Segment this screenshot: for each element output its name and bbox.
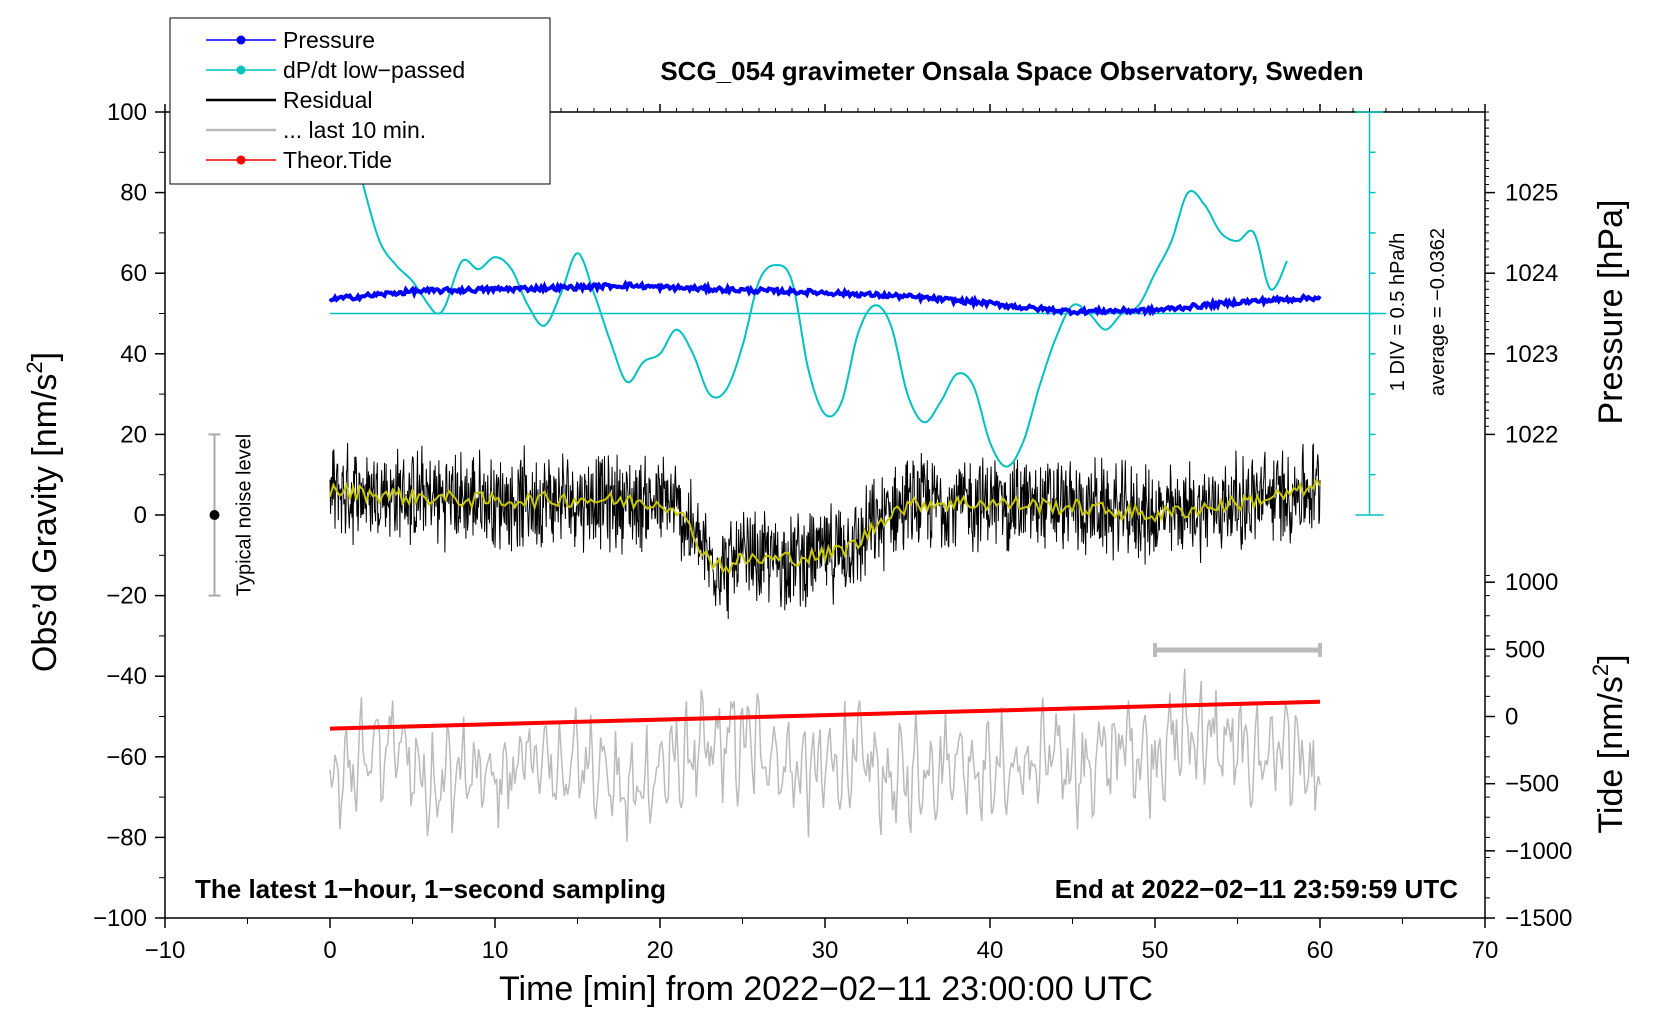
- x-tick-label: 30: [812, 937, 839, 964]
- pressure-tick-label: 1025: [1505, 180, 1558, 207]
- gravity-series-group: [208, 111, 1386, 842]
- series-residual-smoothed-line: [329, 477, 1321, 575]
- x-tick-label: 20: [647, 937, 674, 964]
- legend-label: Residual: [283, 87, 373, 113]
- legend: Pressure dP/dt low−passed Residual ... last…: [169, 17, 551, 185]
- axes-group: −10 0 10 20 30 40 50 60 70−100−80−60−40−20020406…: [93, 99, 1572, 964]
- legend-marker: [236, 155, 246, 165]
- legend-label: Pressure: [283, 27, 375, 53]
- x-axis-label: Time [min] from 2022−02−11 23:00:00 UTC: [499, 970, 1153, 1008]
- y-tick-label: 0: [134, 502, 147, 529]
- tide-tick-label: −1500: [1505, 905, 1572, 932]
- y-axis-label-tide-text: Tide [nm/s: [1592, 676, 1630, 833]
- y-tick-label: −20: [106, 583, 147, 610]
- x-tick-label: 40: [977, 937, 1004, 964]
- legend-label: ... last 10 min.: [283, 117, 426, 143]
- y-axis-label-gravity-sup: 2: [22, 361, 47, 373]
- pressure-tick-label: 1022: [1505, 421, 1558, 448]
- x-tick-label: −10: [145, 937, 186, 964]
- y-axis-label-tide-end: ]: [1592, 654, 1630, 663]
- noise-center-dot: [209, 510, 220, 520]
- tide-tick-label: 0: [1505, 704, 1518, 731]
- end-time-annotation: End at 2022−02−11 23:59:59 UTC: [1055, 874, 1458, 904]
- pressure-tick-label: 1024: [1505, 260, 1558, 287]
- y-tick-label: 80: [120, 180, 147, 207]
- x-tick-label: 60: [1307, 937, 1334, 964]
- y-tick-label: 60: [120, 260, 147, 287]
- y-axis-label-gravity-end: ]: [26, 352, 64, 361]
- x-tick-label: 70: [1472, 937, 1499, 964]
- y-axis-label-tide-sup: 2: [1588, 664, 1613, 676]
- tide-tick-label: −1000: [1505, 838, 1572, 865]
- y-tick-label: −60: [106, 744, 147, 771]
- y-axis-label-gravity-text: Obs’d Gravity [nm/s: [26, 374, 64, 673]
- pressure-tick-label: 1023: [1505, 341, 1558, 368]
- series-last-10-min-line: [329, 668, 1321, 842]
- y-tick-label: 20: [120, 421, 147, 448]
- y-tick-label: −40: [106, 663, 147, 690]
- y-tick-label: 40: [120, 341, 147, 368]
- noise-level-label: Typical noise level: [234, 434, 256, 596]
- legend-label: dP/dt low−passed: [283, 57, 465, 83]
- tide-tick-label: −500: [1505, 771, 1559, 798]
- legend-items: Pressure dP/dt low−passed Residual ... last…: [206, 27, 465, 173]
- series-theor-tide-line: [329, 699, 1321, 731]
- tide-tick-label: 500: [1505, 636, 1545, 663]
- dpdt-scale-label: 1 DIV = 0.5 hPa/h: [1387, 233, 1409, 391]
- y-axis-label-pressure: Pressure [hPa]: [1592, 200, 1630, 425]
- x-tick-label: 50: [1142, 937, 1169, 964]
- y-tick-label: −100: [93, 905, 147, 932]
- series-pressure-line: [328, 279, 1322, 317]
- legend-marker: [236, 65, 246, 75]
- legend-label: Theor.Tide: [283, 147, 392, 173]
- y-tick-label: −80: [106, 824, 147, 851]
- y-tick-label: 100: [107, 99, 147, 126]
- sampling-annotation: The latest 1−hour, 1−second sampling: [195, 874, 666, 904]
- legend-marker: [236, 35, 246, 45]
- x-tick-label: 10: [482, 937, 509, 964]
- y-axis-label-gravity: Obs’d Gravity [nm/s2]: [22, 352, 64, 672]
- y-axis-label-tide: Tide [nm/s2]: [1588, 654, 1630, 833]
- dpdt-average-label: average = −0.0362: [1427, 228, 1449, 396]
- x-tick-label: 0: [323, 937, 336, 964]
- tide-tick-label: 1000: [1505, 569, 1558, 596]
- chart-title: SCG_054 gravimeter Onsala Space Observat…: [660, 56, 1363, 86]
